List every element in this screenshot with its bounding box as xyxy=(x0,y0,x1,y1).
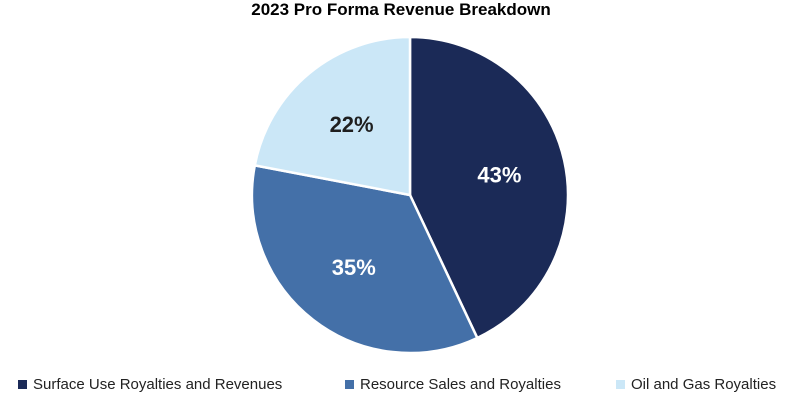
pie-label-oil-gas: 22% xyxy=(330,112,374,137)
pie-label-surface-use: 43% xyxy=(477,163,521,188)
legend-item-surface-use: Surface Use Royalties and Revenues xyxy=(18,376,282,393)
chart-title: 2023 Pro Forma Revenue Breakdown xyxy=(251,0,551,19)
legend-label-resource-sales: Resource Sales and Royalties xyxy=(360,376,561,393)
legend-swatch-surface-use xyxy=(18,380,27,389)
pie-slice-resource-sales xyxy=(250,163,479,355)
legend-swatch-oil-gas xyxy=(616,380,625,389)
legend-label-surface-use: Surface Use Royalties and Revenues xyxy=(33,376,283,393)
legend-item-resource-sales: Resource Sales and Royalties xyxy=(345,376,561,393)
legend-item-oil-gas: Oil and Gas Royalties xyxy=(616,376,776,393)
pie-chart: 43% 35% 22% xyxy=(250,35,570,355)
legend-swatch-resource-sales xyxy=(345,380,354,389)
pie-slice-oil-gas xyxy=(253,35,412,197)
pie-slice-surface-use xyxy=(408,35,570,340)
pie-label-resource-sales: 35% xyxy=(332,255,376,280)
chart-legend: Surface Use Royalties and Revenues Resou… xyxy=(0,376,802,398)
legend-label-oil-gas: Oil and Gas Royalties xyxy=(631,376,777,393)
